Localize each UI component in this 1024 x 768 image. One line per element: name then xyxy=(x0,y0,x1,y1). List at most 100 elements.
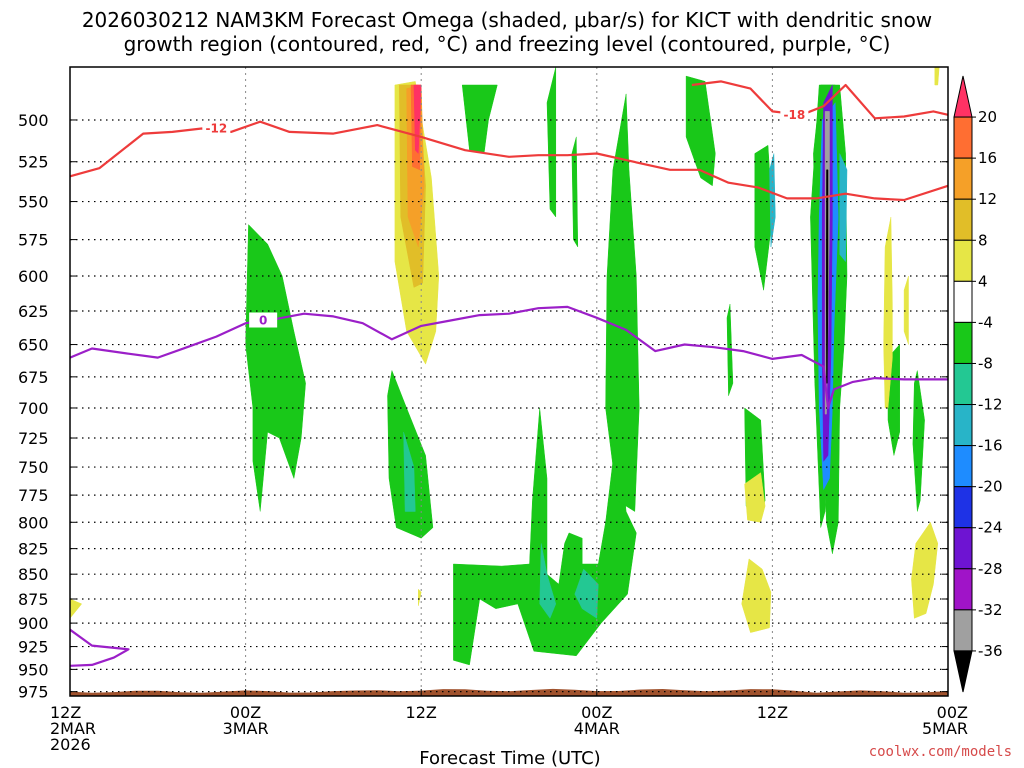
colorbar-label: 12 xyxy=(978,190,997,208)
contour-label-bg xyxy=(780,106,809,122)
x-tick-label: 12Z xyxy=(50,703,81,722)
colorbar: 20 16 12 8 4 -4 -8 -12 -16 -20 -24 -28 -32 -36 xyxy=(953,75,1003,693)
ground-fill xyxy=(70,688,948,696)
y-tick-label: 850 xyxy=(18,565,49,584)
y-tick-label: 925 xyxy=(18,638,49,657)
omega-region-8 xyxy=(453,407,637,666)
colorbar-swatch xyxy=(953,198,973,241)
colorbar-label: -28 xyxy=(978,560,1003,578)
omega-region-15 xyxy=(685,75,716,187)
omega-shaded-regions xyxy=(69,66,940,666)
x-tick-label: 3MAR xyxy=(223,719,269,738)
x-axis-label: Forecast Time (UTC) xyxy=(419,748,600,768)
colorbar-label: -16 xyxy=(978,437,1003,455)
colorbar-cap-top xyxy=(953,75,973,118)
x-tick-label: 12Z xyxy=(406,703,437,722)
contour-label-bg xyxy=(202,120,231,136)
y-tick-label: 825 xyxy=(18,540,49,559)
colorbar-label: 20 xyxy=(978,108,997,126)
colorbar-label: -4 xyxy=(978,313,993,331)
y-tick-label: 950 xyxy=(18,660,49,679)
x-tick-label: 2026 xyxy=(50,735,91,754)
y-tick-label: 900 xyxy=(18,614,49,633)
colorbar-label: 8 xyxy=(978,231,988,249)
colorbar-swatch xyxy=(953,609,973,652)
omega-region-22 xyxy=(839,153,848,263)
omega-region-11 xyxy=(605,93,640,512)
colorbar-label: -32 xyxy=(978,601,1003,619)
omega-region-31 xyxy=(911,521,939,619)
contour-0 xyxy=(69,120,949,202)
omega-region-29 xyxy=(744,472,766,523)
contour-label: -18 xyxy=(784,108,806,122)
credit-text: coolwx.com/models xyxy=(869,744,1012,760)
colorbar-label: -20 xyxy=(978,478,1003,496)
x-tick-label: 00Z xyxy=(937,703,968,722)
colorbar-swatch xyxy=(953,239,973,282)
contour-label: 0 xyxy=(259,314,267,328)
colorbar-cap-bottom xyxy=(953,650,973,693)
y-tick-label: 500 xyxy=(18,111,49,130)
omega-region-5 xyxy=(245,224,306,512)
chart-title-line-2: growth region (contoured, red, °C) and f… xyxy=(124,32,891,56)
x-tick-label: 00Z xyxy=(581,703,612,722)
colorbar-swatch xyxy=(953,527,973,570)
contour-label-bg xyxy=(249,312,278,328)
temperature-contours: -12 -18 0 xyxy=(69,80,949,667)
omega-region-12 xyxy=(461,84,498,154)
y-tick-label: 775 xyxy=(18,486,49,505)
colorbar-label: -24 xyxy=(978,519,1003,537)
y-tick-label: 700 xyxy=(18,399,49,418)
x-tick-label: 00Z xyxy=(230,703,261,722)
colorbar-label: -12 xyxy=(978,396,1003,414)
omega-region-33 xyxy=(903,275,909,345)
contour-3 xyxy=(69,628,130,667)
omega-region-30 xyxy=(741,558,772,633)
contour-2 xyxy=(69,305,948,410)
omega-region-28 xyxy=(912,370,925,512)
omega-region-34 xyxy=(934,66,940,86)
y-tick-label: 750 xyxy=(18,458,49,477)
y-tick-label: 800 xyxy=(18,513,49,532)
omega-region-10 xyxy=(574,568,599,619)
colorbar-swatch xyxy=(953,321,973,364)
colorbar-swatch xyxy=(953,445,973,488)
y-tick-label: 675 xyxy=(18,368,49,387)
y-axis-ticks: 500 525 550 575 600 625 650 675 700 725 750 775 800 8… xyxy=(18,111,948,702)
colorbar-swatch xyxy=(953,568,973,611)
colorbar-label: 4 xyxy=(978,272,988,290)
colorbar-swatch xyxy=(953,486,973,529)
y-tick-label: 575 xyxy=(18,231,49,250)
y-tick-label: 525 xyxy=(18,153,49,172)
colorbar-swatch xyxy=(953,280,973,323)
colorbar-label: -36 xyxy=(978,642,1003,660)
x-tick-label: 4MAR xyxy=(574,719,620,738)
colorbar-swatch xyxy=(953,116,973,159)
contour-label: -12 xyxy=(205,121,227,135)
colorbar-swatch xyxy=(953,362,973,406)
y-tick-label: 550 xyxy=(18,193,49,212)
colorbar-label: 16 xyxy=(978,149,997,167)
y-tick-label: 725 xyxy=(18,429,49,448)
omega-region-9 xyxy=(539,543,557,619)
omega-region-36 xyxy=(418,588,422,606)
colorbar-label: -8 xyxy=(978,354,993,372)
y-tick-label: 625 xyxy=(18,302,49,321)
omega-region-32 xyxy=(883,216,893,409)
colorbar-swatch xyxy=(953,157,973,200)
x-tick-label: 2MAR xyxy=(50,719,96,738)
y-tick-label: 600 xyxy=(18,267,49,286)
x-tick-label: 5MAR xyxy=(922,719,968,738)
y-tick-label: 650 xyxy=(18,336,49,355)
omega-region-35 xyxy=(69,598,83,620)
omega-region-7 xyxy=(403,432,416,512)
colorbar-swatch xyxy=(953,404,973,447)
chart-title-line-1: 2026030212 NAM3KM Forecast Omega (shaded… xyxy=(82,8,932,32)
omega-region-14 xyxy=(571,136,579,248)
omega-region-17 xyxy=(754,144,773,291)
grid-lines xyxy=(70,67,948,696)
x-tick-label: 12Z xyxy=(757,703,788,722)
